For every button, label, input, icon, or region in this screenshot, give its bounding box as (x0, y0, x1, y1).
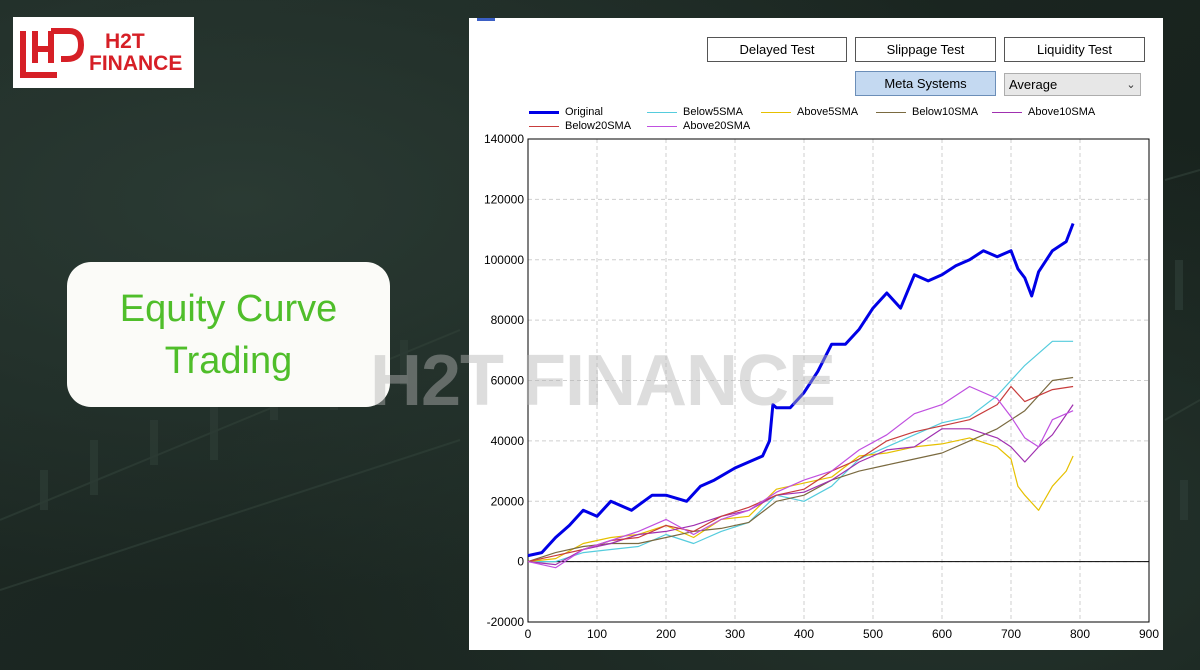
legend-label-above10sma: Above10SMA (1028, 106, 1096, 118)
series-line-below5sma (528, 340, 1074, 563)
legend-swatch-below20sma (529, 125, 559, 127)
y-tick-label: 20000 (491, 494, 525, 508)
legend-label-below5sma: Below5SMA (683, 106, 743, 118)
legend-swatch-original (529, 110, 559, 114)
x-tick-label: 0 (525, 627, 532, 641)
legend-swatch-above10sma (992, 111, 1022, 113)
chevron-down-icon: ⌄ (1126, 79, 1136, 91)
x-tick-label: 200 (656, 627, 676, 641)
legend-label-original: Original (565, 106, 603, 118)
x-tick-label: 500 (863, 627, 883, 641)
chart-axes: 0 100 200 300 400 500 600 700 800 900-20000020000… (484, 132, 1159, 641)
x-tick-label: 800 (1070, 627, 1090, 641)
y-tick-label: 100000 (484, 253, 524, 267)
chart-series (527, 222, 1075, 569)
legend-item-below10sma: Below10SMA (876, 106, 978, 118)
legend-swatch-below10sma (876, 111, 906, 113)
title-line1: Equity Curve (119, 287, 338, 330)
x-tick-label: 100 (587, 627, 607, 641)
chart-panel: Delayed Test Slippage Test Liquidity Tes… (469, 18, 1163, 650)
window-corner-marker (477, 18, 495, 21)
aggregation-select[interactable]: Average ⌄ (1004, 73, 1141, 96)
brand-line2: FINANCE (89, 51, 183, 75)
series-line-above20sma (527, 385, 1074, 569)
series-line-original (527, 222, 1075, 558)
legend-label-above20sma: Above20SMA (683, 120, 751, 132)
legend-item-below20sma: Below20SMA (529, 120, 631, 132)
liquidity-test-button[interactable]: Liquidity Test (1004, 37, 1145, 62)
brand-name: H2T FINANCE (89, 29, 183, 75)
legend-swatch-below5sma (647, 111, 677, 113)
series-line-above10sma (527, 404, 1074, 566)
legend-item-below5sma: Below5SMA (647, 106, 743, 118)
y-tick-label: 60000 (491, 374, 525, 388)
y-tick-label: 0 (517, 555, 524, 569)
h2t-logo-icon (20, 27, 85, 78)
y-tick-label: 120000 (484, 192, 524, 206)
x-tick-label: 600 (932, 627, 952, 641)
legend-swatch-above5sma (761, 111, 791, 113)
y-tick-label: -20000 (487, 615, 525, 629)
meta-systems-button[interactable]: Meta Systems (855, 71, 996, 96)
x-tick-label: 700 (1001, 627, 1021, 641)
legend-swatch-above20sma (647, 125, 677, 127)
y-tick-label: 140000 (484, 132, 524, 146)
slippage-test-button[interactable]: Slippage Test (855, 37, 996, 62)
x-tick-label: 300 (725, 627, 745, 641)
delayed-test-button[interactable]: Delayed Test (707, 37, 847, 62)
equity-curve-chart: 0 100 200 300 400 500 600 700 800 900-20000020000… (484, 132, 1159, 641)
legend-label-below20sma: Below20SMA (565, 120, 632, 132)
plot-frame (527, 138, 1150, 623)
title-line2: Trading (164, 339, 293, 382)
series-line-below20sma (527, 385, 1074, 563)
series-line-below10sma (527, 376, 1074, 563)
x-tick-label: 400 (794, 627, 814, 641)
brand-line1: H2T (105, 29, 145, 53)
legend-label-below10sma: Below10SMA (912, 106, 979, 118)
legend-item-original: Original (529, 106, 603, 118)
y-tick-label: 80000 (491, 313, 525, 327)
y-tick-label: 40000 (491, 434, 525, 448)
brand-logo: H2T FINANCE (13, 17, 194, 88)
aggregation-select-value: Average (1009, 77, 1058, 92)
legend-label-above5sma: Above5SMA (797, 106, 859, 118)
legend-item-above10sma: Above10SMA (992, 106, 1095, 118)
chart-legend: Original Below5SMA Above5SMA Below10SMA … (529, 105, 1149, 133)
title-card: Equity Curve Trading (67, 262, 390, 407)
legend-item-above20sma: Above20SMA (647, 120, 750, 132)
x-tick-label: 900 (1139, 627, 1159, 641)
legend-item-above5sma: Above5SMA (761, 106, 858, 118)
